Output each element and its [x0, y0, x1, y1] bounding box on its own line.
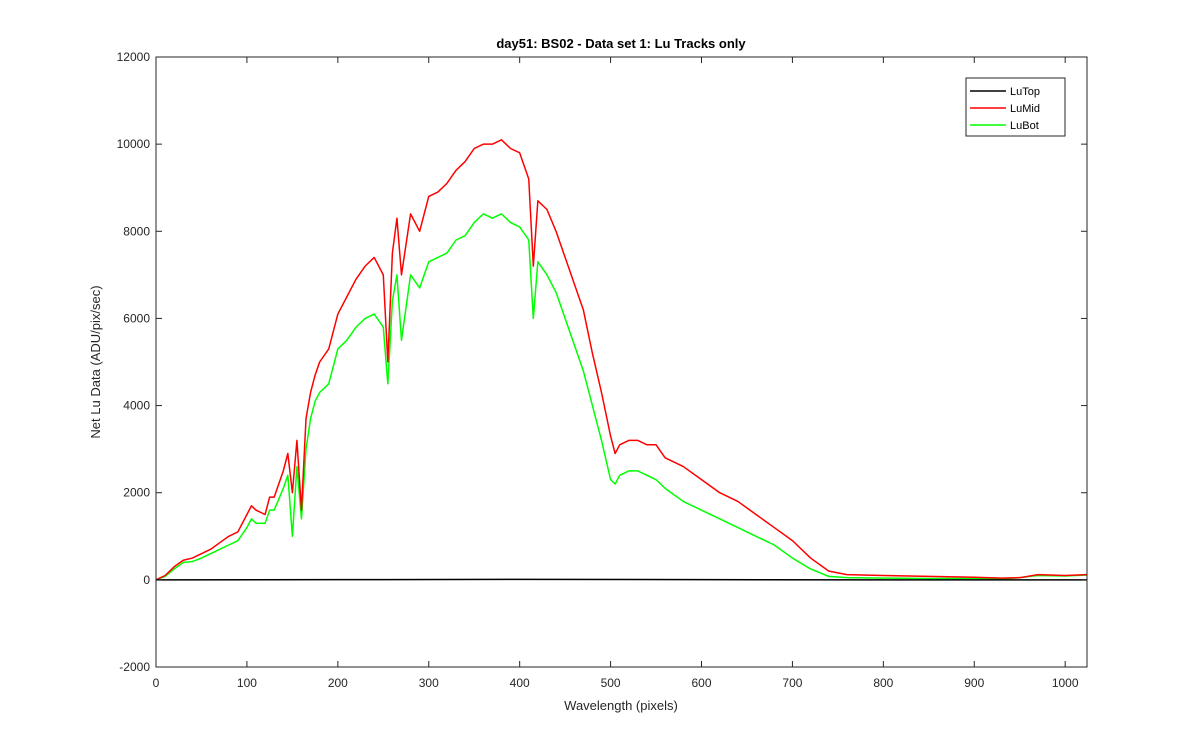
legend: LuTop LuMid LuBot: [965, 77, 1066, 137]
series-layer: [155, 139, 1088, 581]
plot-area-frame: [155, 56, 1088, 668]
x-axis-label: Wavelength (pixels): [564, 698, 678, 713]
legend-items: LuTop LuMid LuBot: [970, 86, 1040, 132]
y-tick-label: 0: [143, 573, 150, 587]
legend-label-lumid: LuMid: [1010, 103, 1040, 115]
y-tick-label: -2000: [119, 660, 150, 674]
ticks-layer: 0 100 200 300 400 500 600 700 800 900 1000-2000020…: [117, 50, 1087, 690]
x-tick-label: 700: [782, 676, 802, 690]
x-tick-label: 400: [510, 676, 530, 690]
x-tick-label: 200: [328, 676, 348, 690]
x-tick-label: 600: [691, 676, 711, 690]
x-tick-label: 900: [964, 676, 984, 690]
x-tick-label: 800: [873, 676, 893, 690]
y-tick-label: 6000: [123, 311, 150, 325]
legend-box: [965, 77, 1066, 137]
y-tick-label: 8000: [123, 224, 150, 238]
y-tick-label: 10000: [117, 137, 151, 151]
x-tick-label: 500: [601, 676, 621, 690]
x-tick-label: 100: [237, 676, 257, 690]
y-tick-label: 4000: [123, 399, 150, 413]
chart-title: day51: BS02 - Data set 1: Lu Tracks only: [496, 36, 746, 51]
legend-label-lutop: LuTop: [1010, 86, 1040, 98]
y-axis-label: Net Lu Data (ADU/pix/sec): [88, 285, 103, 438]
series-line-lumid: [155, 139, 1088, 581]
x-tick-label: 300: [419, 676, 439, 690]
y-tick-label: 2000: [123, 486, 150, 500]
plot-area-background: [156, 57, 1087, 667]
series-line-lubot: [155, 213, 1088, 581]
x-tick-label: 0: [153, 676, 160, 690]
legend-label-lubot: LuBot: [1010, 120, 1039, 132]
x-tick-label: 1000: [1052, 676, 1079, 690]
y-tick-label: 12000: [117, 50, 151, 64]
